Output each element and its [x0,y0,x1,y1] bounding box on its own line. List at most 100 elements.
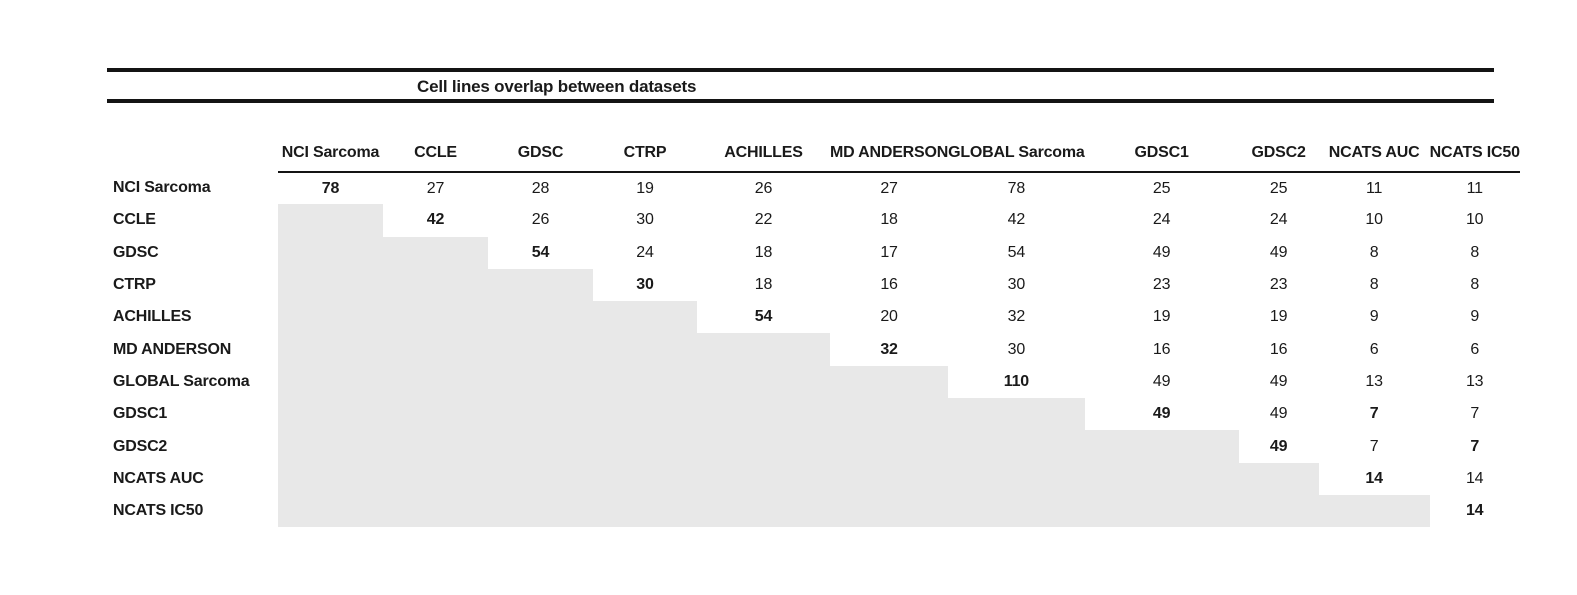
matrix-cell: 18 [754,243,773,261]
table-title: Cell lines overlap between datasets [417,77,697,96]
matrix-cell: 16 [1269,340,1288,358]
matrix-cell [1238,462,1319,495]
col-header-achilles: ACHILLES [697,135,830,173]
row-label-ncats-ic50: NCATS IC50 [113,502,204,520]
matrix-cell: 14 [1465,502,1484,520]
matrix-cell: 42 [1007,211,1026,229]
matrix-cell [697,462,830,495]
matrix-cell [278,301,383,334]
matrix-cell: 78 [321,179,340,197]
matrix-cell [488,365,593,399]
matrix-cell: 26 [754,179,773,197]
col-header-ccle: CCLE [383,135,488,173]
matrix-cell [488,268,593,302]
row-label-ctrp: CTRP [113,276,156,294]
matrix-cell [948,430,1085,463]
matrix-cell: 6 [1369,340,1379,358]
matrix-cell: 54 [1007,243,1026,261]
matrix-cell: 20 [880,308,898,326]
matrix-cell [278,268,383,302]
matrix-cell [383,301,488,334]
matrix-cell [488,494,593,528]
matrix-cell [278,365,383,399]
col-header-global-sarcoma: GLOBAL Sarcoma [948,135,1085,173]
matrix-cell [278,236,383,269]
matrix-cell: 10 [1465,211,1484,229]
col-header-ncats-ic50: NCATS IC50 [1429,135,1520,173]
matrix-cell [488,333,593,366]
matrix-cell: 28 [531,179,550,197]
col-header-gdsc1: GDSC1 [1084,135,1239,173]
matrix-cell [488,398,593,431]
matrix-cell [593,462,697,495]
matrix-cell: 54 [754,308,773,326]
matrix-cell: 10 [1365,211,1383,229]
matrix-cell [383,430,488,463]
matrix-cell: 8 [1470,243,1480,261]
matrix-cell: 7 [1369,437,1379,455]
matrix-cell [383,398,488,431]
top-rule [107,68,1494,72]
matrix-cell [278,398,383,431]
col-header-nci-sarcoma: NCI Sarcoma [278,135,383,173]
matrix-cell [278,494,383,528]
row-label-ccle: CCLE [113,211,156,229]
row-label-nci-sarcoma: NCI Sarcoma [113,179,211,197]
matrix-cell [593,333,697,366]
table-row-ncats-ic50: NCATS IC50 14 [107,494,1520,528]
table-row-gdsc1: GDSC1 49 49 7 7 [107,398,1520,431]
matrix-cell [383,365,488,399]
matrix-cell: 11 [1466,179,1483,197]
row-label-achilles: ACHILLES [113,308,192,326]
matrix-cell [830,398,949,431]
matrix-cell: 16 [880,276,898,294]
matrix-cell [593,365,697,399]
row-label-md-anderson: MD ANDERSON [113,340,232,358]
matrix-cell [278,333,383,366]
matrix-cell [278,462,383,495]
matrix-cell: 42 [426,211,445,229]
matrix-cell: 27 [880,179,898,197]
matrix-cell: 23 [1152,276,1171,294]
matrix-cell [278,430,383,463]
matrix-cell: 8 [1470,276,1480,294]
matrix-cell [593,430,697,463]
matrix-cell [830,462,949,495]
matrix-cell: 14 [1465,469,1484,487]
matrix-cell [383,494,488,528]
row-label-gdsc2: GDSC2 [113,437,168,455]
matrix-cell [593,398,697,431]
matrix-cell [948,398,1085,431]
matrix-cell [593,301,697,334]
matrix-cell: 8 [1369,243,1379,261]
matrix-cell: 23 [1269,276,1288,294]
matrix-cell: 22 [754,211,773,229]
matrix-cell: 26 [531,211,550,229]
matrix-cell [830,430,949,463]
table-row-achilles: ACHILLES 54 20 32 19 19 9 9 [107,301,1520,334]
matrix-cell: 24 [1152,211,1171,229]
matrix-cell [278,204,383,237]
row-label-ncats-auc: NCATS AUC [113,469,204,487]
col-header-ncats-auc: NCATS AUC [1318,135,1430,173]
matrix-cell: 49 [1152,372,1171,390]
col-header-md-anderson: MD ANDERSON [830,135,948,173]
matrix-cell: 49 [1152,405,1171,423]
matrix-cell: 32 [1007,308,1026,326]
matrix-cell [948,494,1085,528]
matrix-cell: 49 [1269,372,1288,390]
col-header-gdsc: GDSC [488,135,593,173]
table-row-ncats-auc: NCATS AUC 14 14 [107,462,1520,495]
corner-cell [107,135,278,172]
matrix-cell: 14 [1365,469,1383,487]
matrix-cell: 18 [880,211,898,229]
matrix-cell [488,462,593,495]
matrix-cell: 30 [1007,276,1026,294]
matrix-cell [1084,494,1239,528]
matrix-cell: 30 [636,211,654,229]
table-row-gdsc2: GDSC2 49 7 7 [107,430,1520,463]
row-label-global-sarcoma: GLOBAL Sarcoma [113,372,250,390]
table-row-ccle: CCLE 42 26 30 22 18 42 24 24 10 10 [107,204,1520,237]
matrix-cell [948,462,1085,495]
matrix-cell: 30 [1007,340,1026,358]
